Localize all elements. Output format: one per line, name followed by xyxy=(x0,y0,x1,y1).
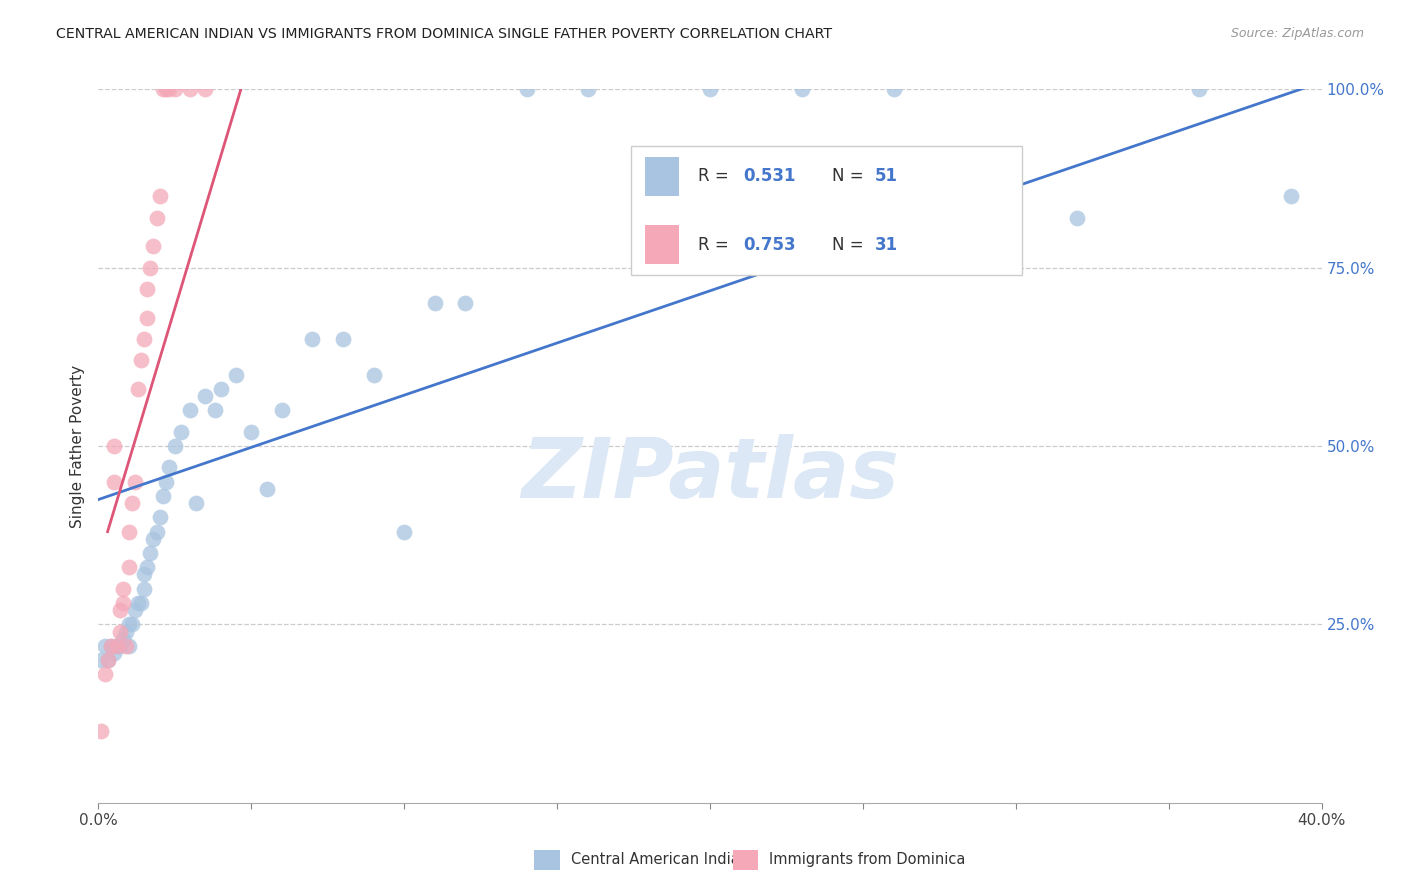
Point xyxy=(111,596,134,610)
Point xyxy=(225,368,247,382)
Point xyxy=(124,475,146,489)
Point xyxy=(145,524,167,539)
Point xyxy=(127,382,149,396)
Point xyxy=(157,82,180,96)
Text: 51: 51 xyxy=(875,168,898,186)
Point xyxy=(108,624,131,639)
FancyBboxPatch shape xyxy=(645,157,679,196)
Point xyxy=(699,82,721,96)
Point xyxy=(392,524,416,539)
Point xyxy=(157,460,180,475)
Point xyxy=(136,310,159,325)
Point xyxy=(134,582,156,596)
Point xyxy=(883,82,905,96)
Point xyxy=(93,639,115,653)
Point xyxy=(103,439,125,453)
Point xyxy=(1279,189,1302,203)
Text: R =: R = xyxy=(697,235,734,253)
Point xyxy=(163,82,186,96)
Text: 31: 31 xyxy=(875,235,898,253)
Point xyxy=(115,624,138,639)
Point xyxy=(186,496,208,510)
Point xyxy=(576,82,599,96)
Point xyxy=(121,496,143,510)
Point xyxy=(149,510,172,524)
Point xyxy=(100,639,122,653)
Point xyxy=(105,639,128,653)
Point xyxy=(103,475,125,489)
Point xyxy=(1066,211,1088,225)
Point xyxy=(136,560,159,574)
Point xyxy=(111,582,134,596)
Point xyxy=(103,646,125,660)
Point xyxy=(90,653,112,667)
Point xyxy=(155,475,177,489)
FancyBboxPatch shape xyxy=(645,225,679,264)
Point xyxy=(134,332,156,346)
Text: R =: R = xyxy=(697,168,734,186)
Point xyxy=(100,639,122,653)
Point xyxy=(142,239,165,253)
Text: 0.531: 0.531 xyxy=(742,168,796,186)
Point xyxy=(145,211,167,225)
Point xyxy=(152,489,174,503)
Point xyxy=(152,82,174,96)
Point xyxy=(240,425,263,439)
Point xyxy=(108,603,131,617)
Point xyxy=(194,82,217,96)
Point xyxy=(118,617,141,632)
Point xyxy=(97,653,120,667)
Point xyxy=(115,639,138,653)
Y-axis label: Single Father Poverty: Single Father Poverty xyxy=(70,365,86,527)
Point xyxy=(179,403,201,417)
Text: N =: N = xyxy=(832,235,869,253)
FancyBboxPatch shape xyxy=(630,146,1022,275)
Point xyxy=(974,168,997,182)
Point xyxy=(209,382,232,396)
Point xyxy=(129,353,152,368)
Point xyxy=(790,82,813,96)
Point xyxy=(118,560,141,574)
Point xyxy=(170,425,193,439)
Point xyxy=(108,639,131,653)
Point xyxy=(179,82,201,96)
Point xyxy=(1188,82,1211,96)
Point xyxy=(155,82,177,96)
Point xyxy=(90,724,112,739)
Point xyxy=(194,389,217,403)
Point xyxy=(363,368,385,382)
Point xyxy=(270,403,292,417)
Point xyxy=(301,332,323,346)
Text: Source: ZipAtlas.com: Source: ZipAtlas.com xyxy=(1230,27,1364,40)
Point xyxy=(149,189,172,203)
Text: Immigrants from Dominica: Immigrants from Dominica xyxy=(769,853,966,867)
Text: CENTRAL AMERICAN INDIAN VS IMMIGRANTS FROM DOMINICA SINGLE FATHER POVERTY CORREL: CENTRAL AMERICAN INDIAN VS IMMIGRANTS FR… xyxy=(56,27,832,41)
Point xyxy=(124,603,146,617)
Point xyxy=(256,482,278,496)
Point xyxy=(105,639,128,653)
Point xyxy=(127,596,149,610)
Text: Central American Indians: Central American Indians xyxy=(571,853,756,867)
Text: ZIPatlas: ZIPatlas xyxy=(522,434,898,515)
Point xyxy=(121,617,143,632)
Point xyxy=(139,546,162,560)
Text: N =: N = xyxy=(832,168,869,186)
Point xyxy=(93,667,115,681)
Point xyxy=(423,296,446,310)
Point xyxy=(118,524,141,539)
Point xyxy=(97,653,120,667)
Point xyxy=(129,596,152,610)
Text: 0.753: 0.753 xyxy=(742,235,796,253)
Point xyxy=(118,639,141,653)
Point xyxy=(142,532,165,546)
Point xyxy=(204,403,226,417)
Point xyxy=(163,439,186,453)
Point xyxy=(134,567,156,582)
Point xyxy=(454,296,477,310)
Point xyxy=(111,632,134,646)
Point xyxy=(139,260,162,275)
Point xyxy=(516,82,538,96)
Point xyxy=(332,332,354,346)
Point xyxy=(136,282,159,296)
